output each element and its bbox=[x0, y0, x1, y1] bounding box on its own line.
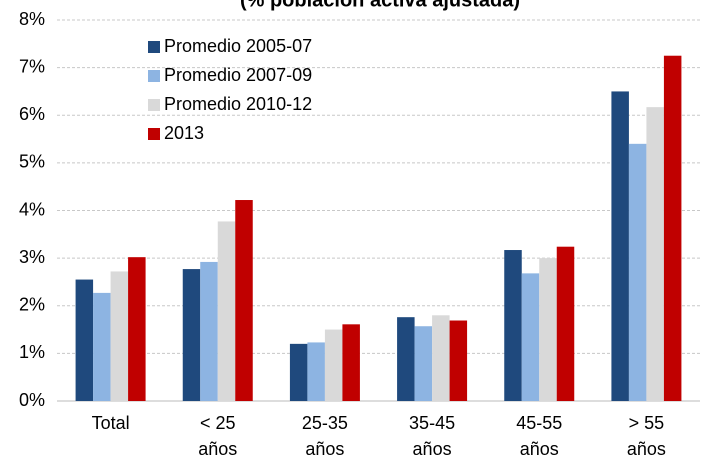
bar bbox=[539, 258, 557, 401]
x-tick-label: < 25 años bbox=[198, 413, 237, 459]
bar bbox=[663, 55, 682, 401]
y-tick-label: 0% bbox=[19, 390, 45, 410]
legend-label: 2013 bbox=[164, 123, 204, 143]
legend-label: Promedio 2005-07 bbox=[164, 36, 312, 56]
bar bbox=[646, 107, 664, 401]
bar bbox=[289, 343, 308, 401]
x-tick-label: 35-45 años bbox=[409, 413, 455, 459]
y-tick-label: 3% bbox=[19, 247, 45, 267]
y-tick-label: 5% bbox=[19, 152, 45, 172]
bar bbox=[182, 269, 201, 401]
bar bbox=[449, 320, 468, 401]
y-tick-label: 7% bbox=[19, 56, 45, 76]
bar bbox=[414, 326, 433, 401]
y-tick-label: 8% bbox=[19, 9, 45, 29]
bar bbox=[217, 221, 236, 401]
bar bbox=[75, 279, 94, 401]
x-tick-label: Total bbox=[92, 413, 130, 433]
bar bbox=[342, 324, 360, 401]
bar bbox=[324, 329, 343, 401]
x-tick-label: > 55 años bbox=[627, 413, 666, 459]
legend-swatch bbox=[148, 128, 160, 140]
bar bbox=[397, 317, 415, 401]
x-tick-label: 25-35 años bbox=[302, 413, 348, 459]
bar bbox=[200, 261, 218, 401]
y-tick-label: 4% bbox=[19, 199, 45, 219]
legend-label: Promedio 2010-12 bbox=[164, 94, 312, 114]
y-tick-label: 6% bbox=[19, 104, 45, 124]
bar bbox=[432, 315, 450, 401]
bar bbox=[93, 292, 111, 401]
bar bbox=[611, 91, 629, 401]
legend-swatch bbox=[148, 99, 160, 111]
bar bbox=[521, 273, 540, 401]
bar bbox=[128, 257, 146, 401]
y-tick-label: 2% bbox=[19, 295, 45, 315]
y-tick-label: 1% bbox=[19, 342, 45, 362]
x-tick-label: 45-55 años bbox=[516, 413, 562, 459]
legend-swatch bbox=[148, 70, 160, 82]
legend-label: Promedio 2007-09 bbox=[164, 65, 312, 85]
bar bbox=[235, 200, 253, 401]
bar bbox=[110, 271, 129, 401]
legend-swatch bbox=[148, 41, 160, 53]
bar bbox=[556, 246, 575, 401]
bar bbox=[307, 342, 325, 401]
chart-title: (% población activa ajustada) bbox=[240, 0, 520, 11]
bar bbox=[504, 250, 522, 401]
bar bbox=[628, 143, 647, 401]
